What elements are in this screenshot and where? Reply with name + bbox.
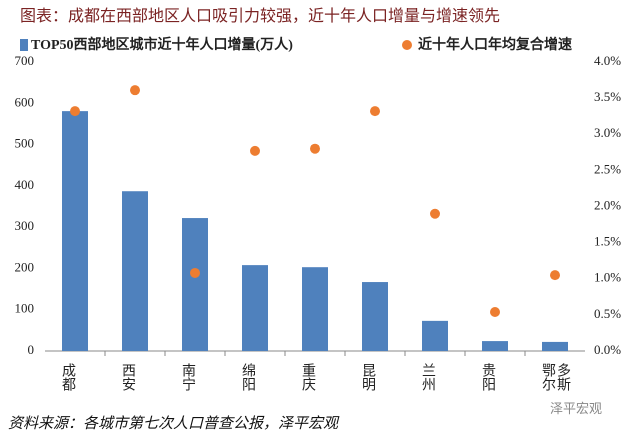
- x-tick-label: 重庆: [300, 363, 315, 391]
- legend-label: TOP50西部地区城市近十年人口增量(万人): [31, 36, 293, 53]
- dot: [190, 267, 200, 278]
- legend-label: 近十年人口年均复合增速: [418, 36, 572, 53]
- dot: [250, 145, 260, 156]
- source: 资料来源：各城市第七次人口普查公报，泽平宏观: [8, 416, 339, 432]
- legend-swatch: [20, 39, 28, 51]
- bar: [62, 111, 88, 351]
- y2-tick-label: 1.0%: [594, 270, 621, 285]
- x-tick-label: 贵阳: [480, 363, 495, 391]
- bar: [242, 265, 268, 351]
- y-tick-label: 500: [15, 136, 35, 151]
- dot: [130, 85, 140, 96]
- y2-tick-label: 2.0%: [594, 197, 621, 212]
- bar: [122, 191, 148, 351]
- bar: [542, 341, 568, 351]
- x-tick-label: 成都: [60, 363, 75, 391]
- watermark: 泽平宏观: [550, 401, 603, 416]
- y-tick-label: 700: [15, 53, 35, 68]
- bar: [302, 267, 328, 351]
- x-tick-label: 兰州: [420, 363, 435, 391]
- dot: [430, 208, 440, 219]
- x-tick-label: 南宁: [180, 363, 195, 391]
- x-tick-label: 绵阳: [240, 363, 255, 391]
- y2-tick-label: 1.5%: [594, 234, 621, 249]
- bar: [182, 218, 208, 351]
- y2-tick-label: 0.0%: [594, 342, 621, 357]
- y-tick-label: 0: [28, 342, 35, 357]
- x-tick-label: 昆明: [360, 363, 375, 391]
- y2-tick-label: 0.5%: [594, 306, 621, 321]
- y-tick-label: 400: [15, 177, 35, 192]
- x-tick-label: 鄂尔多斯: [540, 363, 570, 391]
- dot: [490, 306, 500, 317]
- legend-swatch: [402, 40, 412, 50]
- bar: [482, 341, 508, 351]
- chart-title: 图表：成都在西部地区人口吸引力较强，近十年人口增量与增速领先: [20, 8, 501, 25]
- y2-tick-label: 2.5%: [594, 161, 621, 176]
- y-tick-label: 300: [15, 218, 35, 233]
- dot: [370, 106, 380, 117]
- y-tick-label: 100: [15, 301, 35, 316]
- dot: [310, 143, 320, 154]
- dot: [70, 106, 80, 117]
- y2-tick-label: 4.0%: [594, 53, 621, 68]
- bar: [422, 320, 448, 351]
- y2-tick-label: 3.0%: [594, 125, 621, 140]
- y2-tick-label: 3.5%: [594, 89, 621, 104]
- dot: [550, 270, 560, 281]
- x-tick-label: 西安: [120, 363, 135, 391]
- y-tick-label: 200: [15, 259, 35, 274]
- y-tick-label: 600: [15, 94, 35, 109]
- bar: [362, 282, 388, 351]
